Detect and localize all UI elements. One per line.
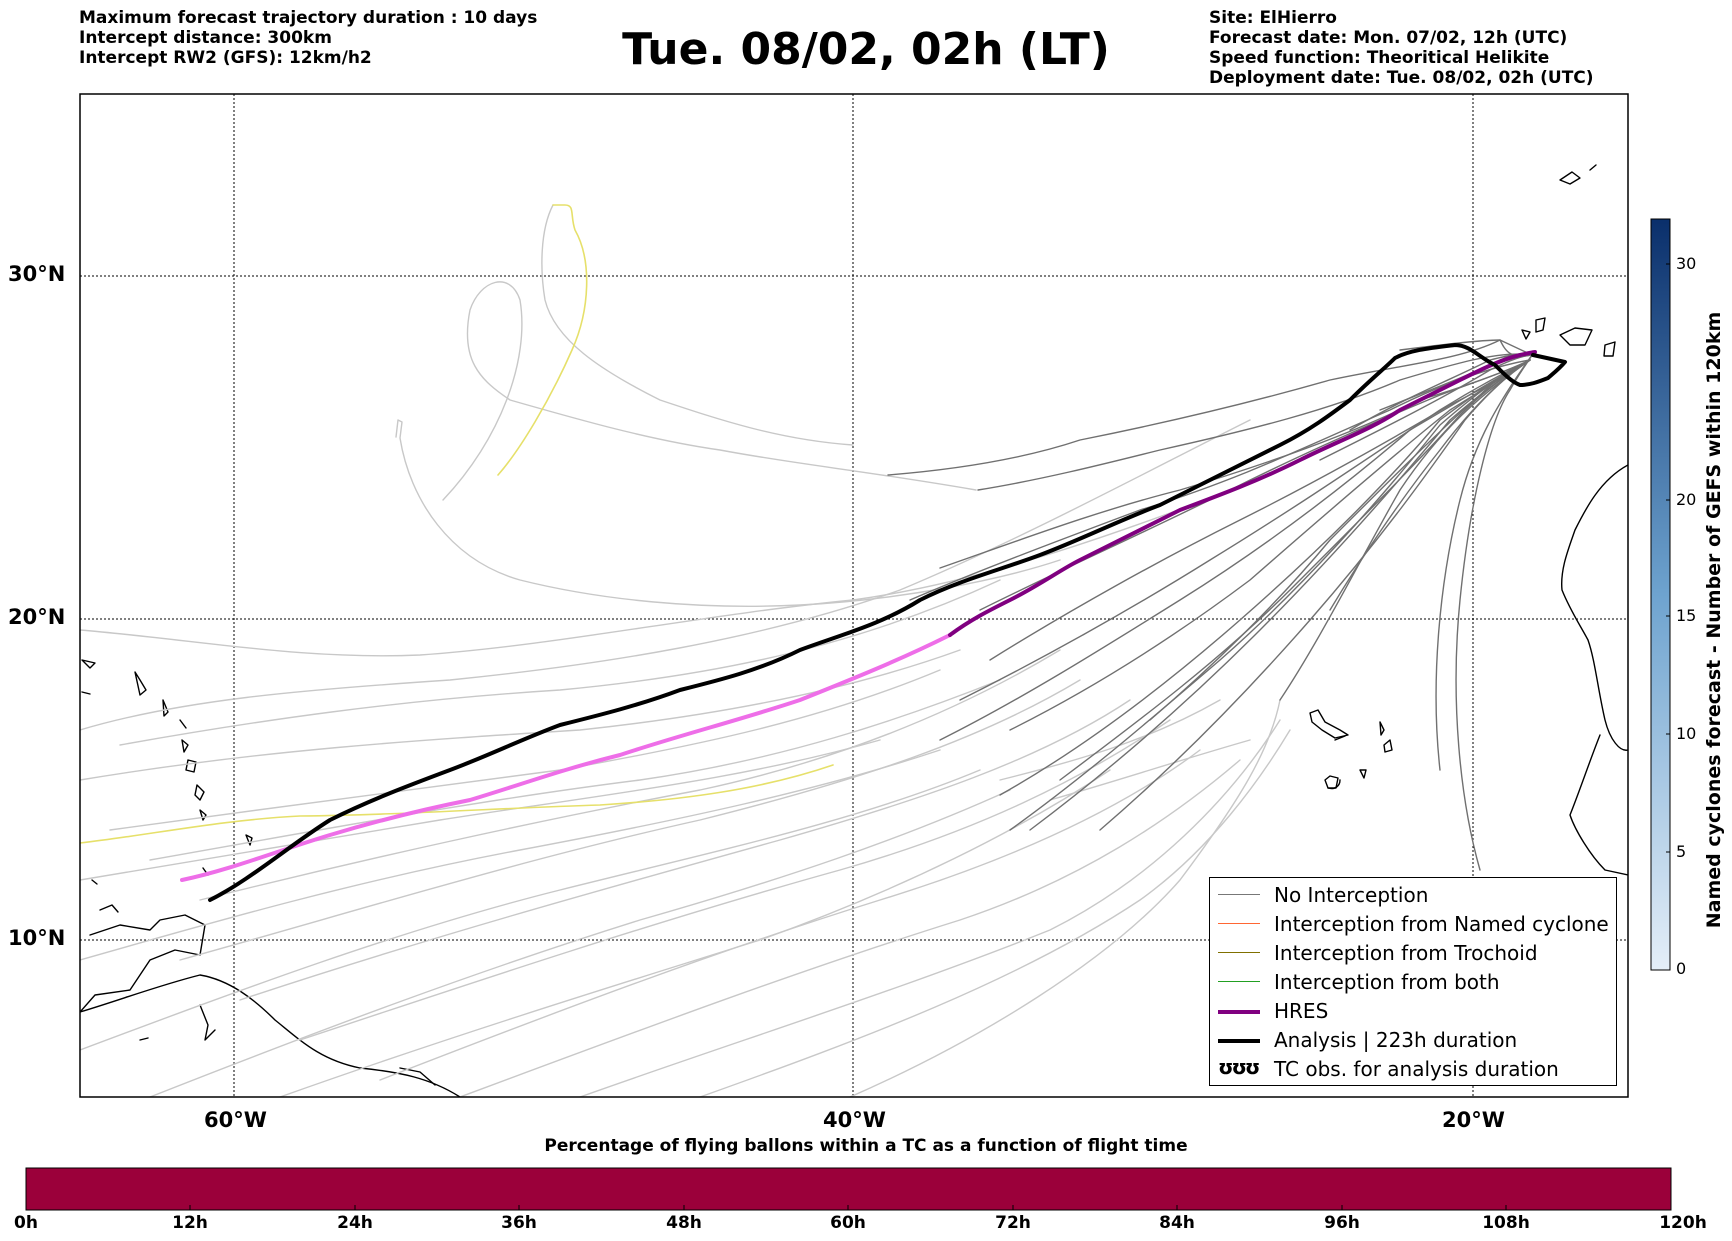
legend-label: Analysis | 223h duration: [1274, 1028, 1518, 1052]
tc-percentage-title: Percentage of flying ballons within a TC…: [544, 1136, 1188, 1156]
flight-time-tick: 60h: [830, 1213, 866, 1233]
lon-tick-label: 20°W: [1442, 1108, 1505, 1132]
flight-time-tick: 24h: [337, 1213, 373, 1233]
header-left-line: Intercept RW2 (GFS): 12km/h2: [79, 48, 372, 68]
cyclone-colorbar-tick: 30: [1676, 254, 1697, 273]
yellow-tracks: [80, 204, 834, 844]
flight-time-tick: 96h: [1324, 1213, 1360, 1233]
legend-item: Interception from both: [1210, 967, 1616, 996]
flight-time-tick: 36h: [501, 1213, 537, 1233]
cyclone-colorbar-ticks: [1666, 263, 1670, 971]
legend: No Interception Interception from Named …: [1209, 877, 1617, 1086]
coastlines: [80, 164, 1628, 1097]
legend-item: Analysis | 223h duration: [1210, 1025, 1616, 1054]
legend-swatch: [1218, 952, 1260, 953]
legend-label: TC obs. for analysis duration: [1274, 1057, 1559, 1081]
hres-track: [180, 633, 952, 882]
legend-item: HRES: [1210, 996, 1616, 1025]
flight-time-tick: 84h: [1159, 1213, 1195, 1233]
tc-percentage-colorbar-ticks: [25, 1205, 1672, 1210]
cyclone-colorbar-tick: 20: [1676, 490, 1697, 509]
legend-swatch: [1218, 1010, 1260, 1014]
legend-swatch: [1218, 923, 1260, 924]
main-title: Tue. 08/02, 02h (LT): [622, 24, 1110, 75]
header-left-info: Maximum forecast trajectory duration : 1…: [79, 8, 537, 68]
header-left-line: Intercept distance: 300km: [79, 28, 332, 48]
analysis-track: [208, 343, 1567, 902]
legend-label: No Interception: [1274, 883, 1429, 907]
header-right-line: Forecast date: Mon. 07/02, 12h (UTC): [1209, 28, 1568, 48]
cyclone-colorbar-tick: 5: [1676, 842, 1687, 861]
header-right-info: Site: ElHierro Forecast date: Mon. 07/02…: [1209, 8, 1594, 88]
cyclone-colorbar: [1650, 218, 1671, 971]
header-right-line: Site: ElHierro: [1209, 8, 1337, 28]
header-left-line: Maximum forecast trajectory duration : 1…: [79, 8, 538, 28]
map-frame: [79, 93, 1629, 1098]
cyclone-colorbar-tick: 10: [1676, 724, 1697, 743]
legend-swatch: [1218, 981, 1260, 982]
cyclone-colorbar-tick: 15: [1676, 606, 1697, 625]
lat-tick-label: 10°N: [8, 926, 66, 950]
flight-time-tick: 0h: [14, 1213, 38, 1233]
cyclone-colorbar-title: Named cyclones forecast - Number of GEFS…: [1703, 311, 1725, 929]
flight-time-tick: 108h: [1482, 1213, 1530, 1233]
flight-time-tick: 72h: [995, 1213, 1031, 1233]
tc-symbol-icon: ʊʊʊ: [1218, 1055, 1260, 1079]
header-right-line: Deployment date: Tue. 08/02, 02h (UTC): [1209, 68, 1594, 88]
legend-item: Interception from Trochoid: [1210, 938, 1616, 967]
flight-time-tick: 12h: [172, 1213, 208, 1233]
legend-item: ʊʊʊ TC obs. for analysis duration: [1210, 1054, 1616, 1083]
flight-time-tick: 48h: [666, 1213, 702, 1233]
legend-label: Interception from Trochoid: [1274, 941, 1538, 965]
header-right-line: Speed function: Theoritical Helikite: [1209, 48, 1550, 68]
hres-track: [948, 350, 1537, 637]
legend-swatch: [1218, 894, 1260, 895]
lon-tick-label: 60°W: [204, 1108, 267, 1132]
lon-tick-label: 40°W: [823, 1108, 886, 1132]
legend-label: HRES: [1274, 999, 1329, 1023]
legend-label: Interception from both: [1274, 970, 1500, 994]
legend-label: Interception from Named cyclone: [1274, 912, 1609, 936]
no-interception-tracks: [887, 339, 1533, 871]
legend-item: Interception from Named cyclone: [1210, 909, 1616, 938]
ensemble-faint-tracks: [80, 204, 1291, 1097]
lat-tick-label: 20°N: [8, 605, 66, 629]
legend-item: No Interception: [1210, 880, 1616, 909]
tc-percentage-colorbar: [25, 1167, 1672, 1211]
cyclone-colorbar-tick: 0: [1676, 959, 1687, 978]
lat-tick-label: 30°N: [8, 262, 66, 286]
flight-time-tick: 120h: [1659, 1213, 1707, 1233]
legend-swatch: [1218, 1039, 1260, 1043]
